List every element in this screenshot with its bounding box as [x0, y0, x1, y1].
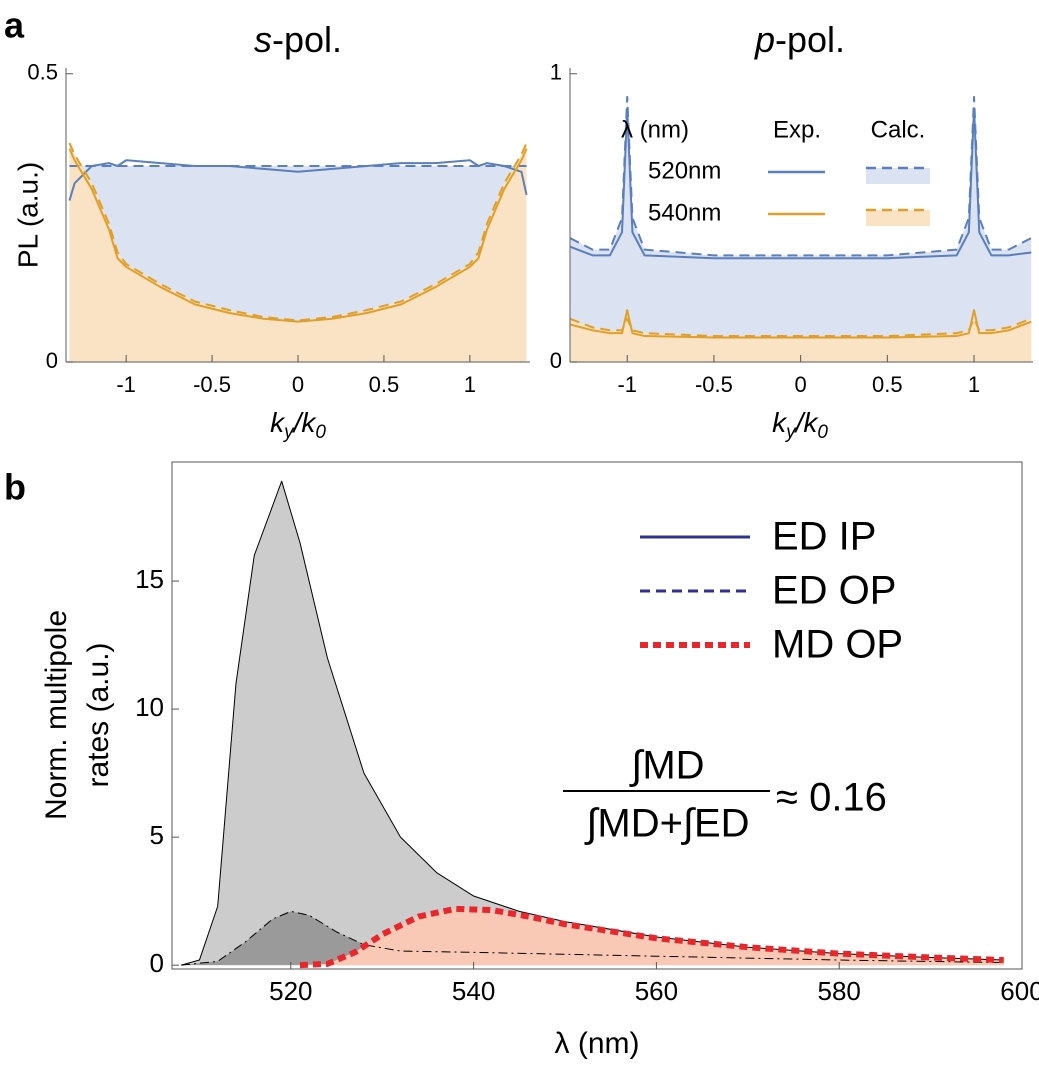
y-tick-label: 1 [550, 60, 562, 85]
panel-letter: a [4, 5, 25, 46]
x-axis-label-part: 0 [817, 422, 828, 443]
x-tick-label: 520 [269, 976, 312, 1006]
title-text: -pol. [775, 19, 845, 60]
area-fill [181, 481, 1004, 966]
x-axis-label-part: y [784, 422, 797, 443]
legend-row: 520nm [648, 157, 721, 184]
y-tick-label: 0 [150, 948, 164, 978]
title-text: -pol. [272, 19, 342, 60]
legend-swatch [866, 168, 930, 184]
y-tick-label: 15 [135, 564, 164, 594]
legend-row: 540nm [648, 199, 721, 226]
area-fill [69, 142, 527, 362]
x-tick-label: -1 [116, 372, 136, 397]
y-tick-label: 0 [46, 348, 58, 373]
y-axis-label: rates (a.u.) [82, 642, 115, 787]
x-tick-label: 580 [818, 976, 861, 1006]
x-tick-label: 540 [452, 976, 495, 1006]
title-italic: s [254, 19, 272, 60]
legend-label: ED OP [772, 569, 896, 613]
x-axis-label: ky/k0 [772, 407, 828, 443]
plot-frame [171, 461, 1023, 970]
title-italic: p [754, 19, 775, 60]
data-line [68, 159, 528, 201]
x-axis-label-part: k [803, 407, 819, 438]
x-axis-label-part: / [292, 407, 305, 438]
x-axis-label: ky/k0 [270, 407, 326, 443]
x-tick-label: 1 [968, 372, 980, 397]
y-tick-label: 0.5 [27, 60, 58, 85]
chart-title: p-pol. [754, 19, 845, 60]
x-tick-label: 0 [292, 372, 304, 397]
x-axis-label-part: 0 [315, 422, 326, 443]
data-line [181, 480, 1004, 966]
x-tick-label: 0 [795, 372, 807, 397]
y-axis-label: PL (a.u.) [12, 162, 43, 268]
data-line [569, 95, 1032, 257]
x-tick-label: 0.5 [369, 372, 400, 397]
x-axis-label-part: / [794, 407, 807, 438]
legend-title: λ (nm) [621, 116, 689, 143]
area-fill [299, 908, 1004, 966]
x-tick-label: 0.5 [872, 372, 903, 397]
x-tick-label: 600 [1000, 976, 1039, 1006]
data-line [569, 309, 1032, 339]
legend-swatch [866, 210, 930, 226]
annotation-numerator: ∫MD [629, 744, 704, 788]
data-line [68, 142, 528, 322]
x-tick-label: -0.5 [695, 372, 733, 397]
data-line [68, 148, 528, 323]
y-tick-label: 5 [150, 820, 164, 850]
y-tick-label: 10 [135, 692, 164, 722]
legend-column: Calc. [871, 116, 926, 143]
y-tick-label: 0 [550, 348, 562, 373]
x-tick-label: 1 [464, 372, 476, 397]
x-tick-label: -0.5 [193, 372, 231, 397]
chart-title: s-pol. [254, 19, 342, 60]
y-axis-label: Norm. multipole [40, 610, 73, 820]
x-tick-label: -1 [617, 372, 637, 397]
x-tick-label: 560 [635, 976, 678, 1006]
panel-letter: b [4, 467, 26, 508]
legend-column: Exp. [773, 116, 821, 143]
x-axis-label: λ (nm) [555, 1027, 640, 1060]
legend-label: ED IP [772, 515, 876, 559]
x-axis-label-part: k [270, 407, 286, 438]
data-line [181, 910, 1004, 966]
x-axis-label-part: k [772, 407, 788, 438]
area-fill [570, 96, 1032, 362]
annotation-denominator: ∫MD+∫ED [584, 802, 749, 846]
x-axis-label-part: k [301, 407, 317, 438]
area-fill [570, 318, 1032, 362]
annotation-result: ≈ 0.16 [776, 776, 887, 820]
legend-label: MD OP [772, 623, 903, 667]
data-line [569, 107, 1032, 260]
data-line [299, 905, 1004, 969]
x-axis-label-part: y [282, 422, 295, 443]
data-line [569, 317, 1032, 338]
